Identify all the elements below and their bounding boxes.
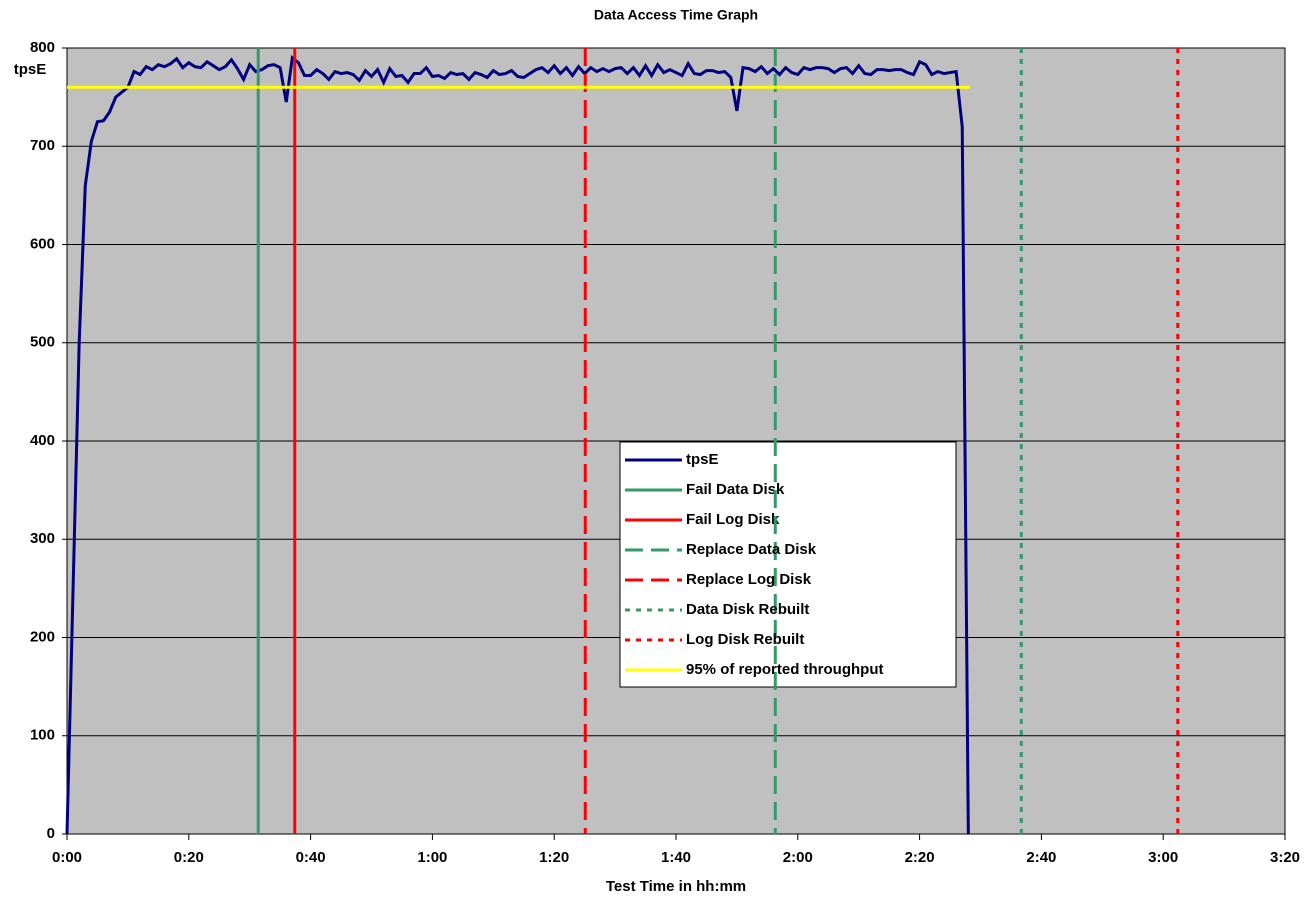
legend-label: Fail Data Disk bbox=[686, 481, 785, 498]
y-tick-label: 300 bbox=[30, 530, 55, 547]
y-tick-label: 200 bbox=[30, 628, 55, 645]
y-tick-label: 400 bbox=[30, 432, 55, 449]
x-tick-label: 1:20 bbox=[539, 849, 569, 866]
legend bbox=[619, 441, 957, 688]
x-tick-label: 0:00 bbox=[52, 849, 82, 866]
y-tick-label: 100 bbox=[30, 727, 55, 744]
x-tick-label: 0:40 bbox=[296, 849, 326, 866]
y-tick-label: 500 bbox=[30, 334, 55, 351]
legend-label: 95% of reported throughput bbox=[686, 661, 884, 678]
y-tick-label: 700 bbox=[30, 137, 55, 154]
legend-label: Log Disk Rebuilt bbox=[686, 631, 804, 648]
x-tick-label: 3:20 bbox=[1270, 849, 1300, 866]
legend-label: Replace Data Disk bbox=[686, 541, 817, 558]
x-tick-label: 2:20 bbox=[905, 849, 935, 866]
x-axis-label: Test Time in hh:mm bbox=[606, 878, 746, 895]
chart-title: Data Access Time Graph bbox=[594, 7, 758, 23]
y-tick-label: 0 bbox=[47, 825, 55, 842]
x-tick-label: 0:20 bbox=[174, 849, 204, 866]
y-tick-label: 600 bbox=[30, 235, 55, 252]
legend-label: Fail Log Disk bbox=[686, 511, 780, 528]
y-axis-label: tpsE bbox=[14, 61, 47, 78]
x-tick-label: 1:40 bbox=[661, 849, 691, 866]
x-tick-label: 3:00 bbox=[1148, 849, 1178, 866]
data-line bbox=[65, 54, 970, 835]
legend-label: Data Disk Rebuilt bbox=[686, 601, 809, 618]
x-tick-label: 2:40 bbox=[1026, 849, 1056, 866]
legend-label: tpsE bbox=[686, 451, 719, 468]
x-tick-label: 2:00 bbox=[783, 849, 813, 866]
y-tick-label: 800 bbox=[30, 39, 55, 56]
legend-label: Replace Log Disk bbox=[686, 571, 812, 588]
x-tick-label: 1:00 bbox=[417, 849, 447, 866]
